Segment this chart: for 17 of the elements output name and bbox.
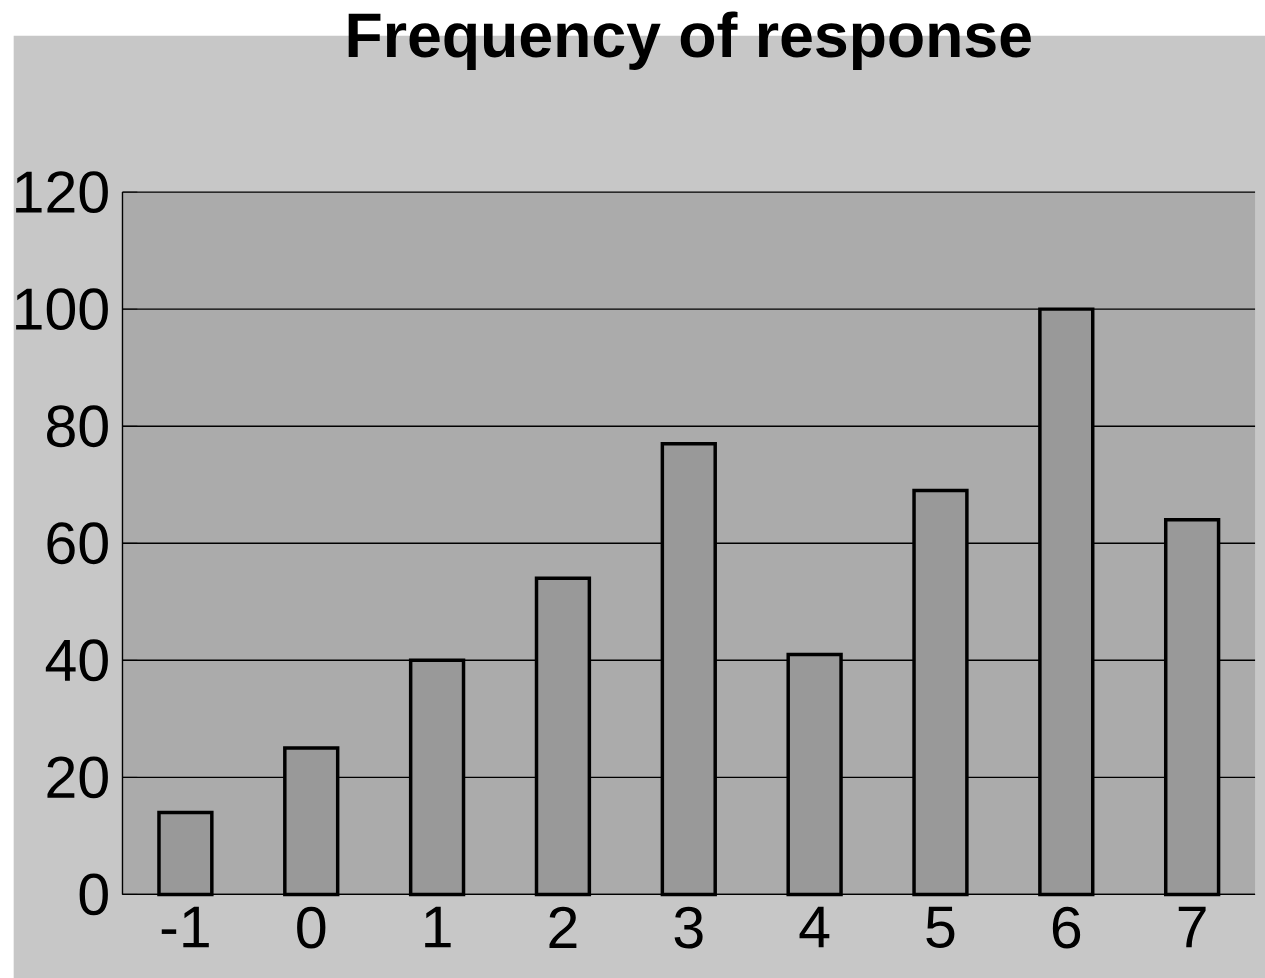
- y-tick-label: 0: [79, 873, 108, 916]
- x-tick-label: 2: [549, 906, 577, 948]
- x-tick-label: 6: [1052, 906, 1081, 949]
- y-tick-label: 60: [47, 522, 108, 564]
- x-tick-label: 4: [799, 906, 830, 948]
- x-tick-label: -1: [161, 906, 209, 948]
- x-tick-label: 0: [297, 906, 326, 949]
- y-tick-label: 80: [47, 405, 108, 447]
- x-tick-label: 5: [926, 906, 955, 948]
- y-tick-label: 40: [45, 639, 108, 682]
- x-tick-label: 1: [425, 906, 451, 948]
- x-tick-label: 3: [674, 906, 703, 949]
- y-tick-label: 120: [16, 170, 108, 213]
- chart-title: Frequency of response: [348, 11, 1031, 70]
- x-tick-label: 7: [1178, 906, 1206, 948]
- y-tick-label: 20: [47, 756, 108, 799]
- y-tick-label: 100: [16, 287, 108, 330]
